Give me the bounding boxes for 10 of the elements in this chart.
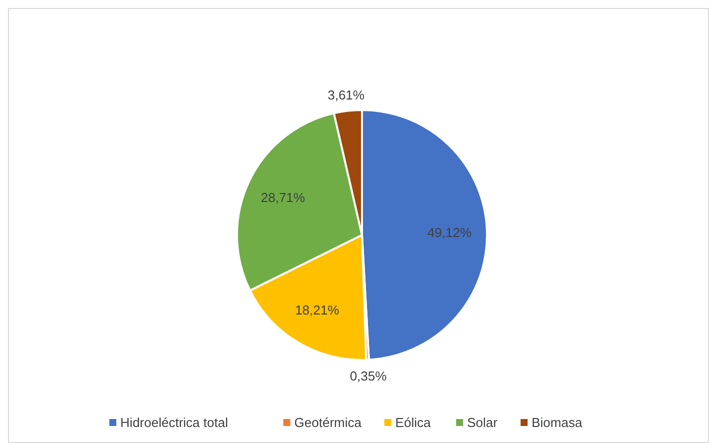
data-label: 3,61% <box>328 87 365 102</box>
legend-label: Eólica <box>395 415 432 430</box>
legend-label: Biomasa <box>532 415 583 430</box>
legend-label: Geotérmica <box>294 415 362 430</box>
legend-label: Hidroeléctrica total <box>120 415 228 430</box>
legend-label: Solar <box>467 415 498 430</box>
data-label: 18,21% <box>295 302 340 318</box>
data-label: 49,12% <box>427 225 472 240</box>
data-label: 28,71% <box>260 190 306 206</box>
data-label: 0,35% <box>350 368 388 384</box>
